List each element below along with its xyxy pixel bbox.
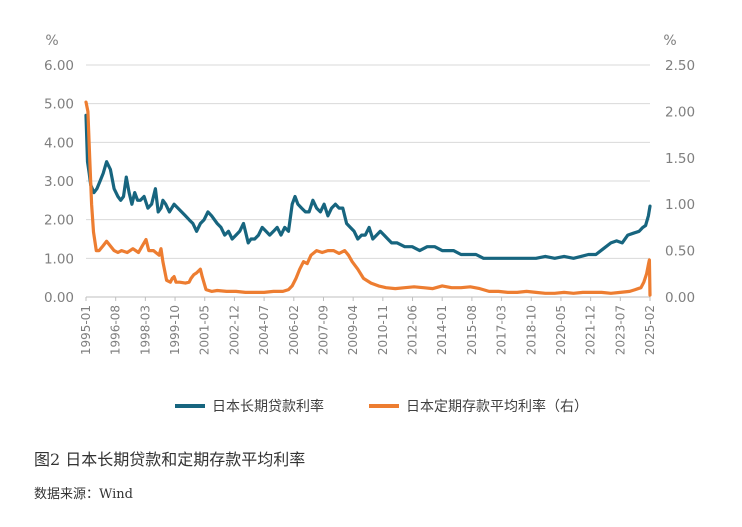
figure-caption: 图2 日本长期贷款和定期存款平均利率 xyxy=(34,450,306,469)
right-tick-label: 0.00 xyxy=(665,290,695,306)
x-tick-label: 1996-08 xyxy=(109,305,123,355)
left-tick-label: 3.00 xyxy=(44,174,74,190)
left-axis-unit: % xyxy=(45,33,58,49)
x-tick-label: 2018-10 xyxy=(524,305,538,355)
left-tick-label: 4.00 xyxy=(44,135,74,151)
right-tick-label: 2.00 xyxy=(665,104,695,120)
plot-area xyxy=(84,100,652,297)
x-tick-label: 2017-03 xyxy=(495,305,509,355)
left-tick-label: 2.00 xyxy=(44,213,74,229)
right-axis: 0.00 0.50 1.00 1.50 2.00 2.50 xyxy=(665,58,695,306)
right-tick-label: 1.50 xyxy=(665,151,695,167)
series-line-loan-rate xyxy=(84,113,652,260)
left-axis: 0.00 1.00 2.00 3.00 4.00 5.00 6.00 xyxy=(44,58,74,306)
right-axis-unit: % xyxy=(663,33,676,49)
x-tick-label: 2002-12 xyxy=(227,305,241,355)
chart: % % 0.00 1.00 2.00 3.00 4.00 5.00 6.00 0.00 0.5… xyxy=(44,33,695,415)
legend-label: 日本定期存款平均利率（右） xyxy=(406,398,588,415)
x-tick-label: 2025-02 xyxy=(643,305,657,355)
x-tick-label: 2010-11 xyxy=(376,305,390,355)
left-tick-label: 5.00 xyxy=(44,97,74,113)
x-tick-label: 2004-07 xyxy=(257,305,271,355)
x-tick-label: 1995-01 xyxy=(79,305,93,355)
x-tick-label: 2012-06 xyxy=(406,305,420,355)
x-tick-label: 2001-05 xyxy=(198,305,212,355)
x-tick-label: 2015-08 xyxy=(465,305,479,355)
x-axis: 1995-01 1996-08 1998-03 1999-10 2001-05 2002-… xyxy=(79,297,657,355)
left-tick-label: 6.00 xyxy=(44,58,74,74)
x-tick-label: 2023-07 xyxy=(613,305,627,355)
x-tick-label: 1999-10 xyxy=(168,305,182,355)
data-source: 数据来源：Wind xyxy=(34,487,133,502)
x-tick-label: 2020-05 xyxy=(554,305,568,355)
x-tick-label: 2006-02 xyxy=(287,305,301,355)
x-tick-label: 2021-12 xyxy=(584,305,598,355)
x-tick-label: 2014-01 xyxy=(435,305,449,355)
right-tick-label: 1.00 xyxy=(665,197,695,213)
x-tick-label: 2007-09 xyxy=(316,305,330,355)
legend: 日本长期贷款利率 日本定期存款平均利率（右） xyxy=(175,398,588,415)
x-tick-label: 2009-04 xyxy=(346,305,360,355)
left-tick-label: 1.00 xyxy=(44,251,74,267)
series-line-deposit-rate xyxy=(84,100,652,297)
left-tick-label: 0.00 xyxy=(44,290,74,306)
x-tick-label: 1998-03 xyxy=(138,305,152,355)
right-tick-label: 0.50 xyxy=(665,244,695,260)
right-tick-label: 2.50 xyxy=(665,58,695,74)
gridlines xyxy=(86,64,650,298)
legend-label: 日本长期贷款利率 xyxy=(212,398,324,415)
